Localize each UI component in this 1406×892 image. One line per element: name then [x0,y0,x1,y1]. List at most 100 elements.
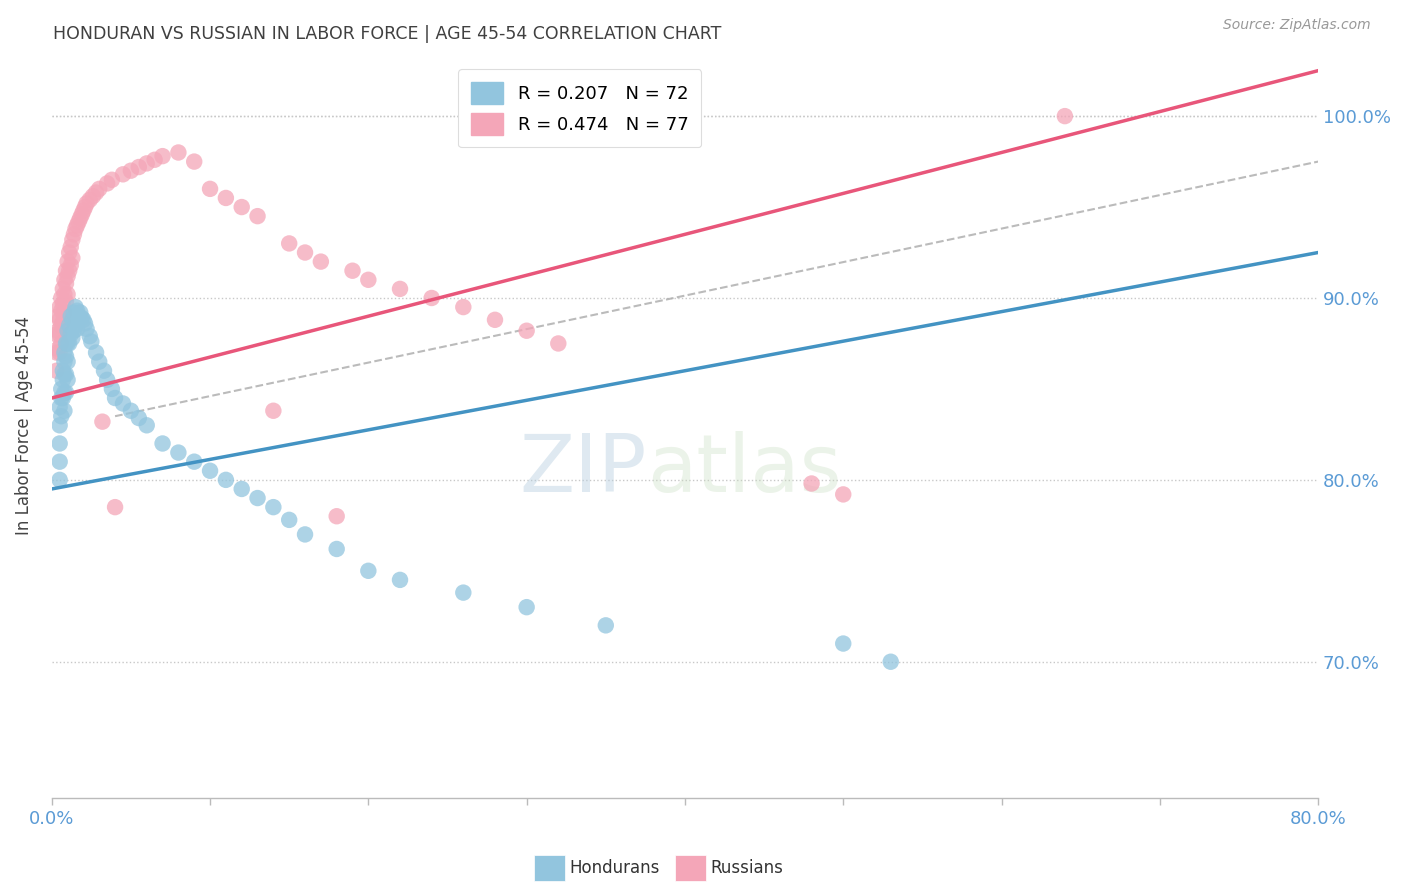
Point [70,207,93,221]
Point [48,400,70,414]
Point [58,336,80,351]
Point [56,324,79,338]
Point [120,163,142,178]
Point [52,373,75,387]
Point [52,364,75,378]
Point [342,263,364,277]
Point [111,167,134,181]
Point [52,282,75,296]
Point [294,245,316,260]
Point [60,233,83,247]
Point [167,445,190,459]
Point [56,354,79,368]
Point [215,473,238,487]
Point [231,482,253,496]
Point [45,345,67,359]
Point [55,336,77,351]
Point [880,655,903,669]
Point [111,396,134,410]
Point [60,331,83,345]
Point [66,219,89,233]
Point [51,409,73,424]
Point [46,324,69,338]
Point [58,263,80,277]
Point [453,585,475,599]
Point [63,324,86,338]
Point [104,500,127,515]
Point [56,269,79,284]
Point [48,345,70,359]
Point [309,254,332,268]
Point [69,211,91,225]
Point [51,291,73,305]
Point [547,336,569,351]
Point [800,476,823,491]
Point [73,317,96,331]
Text: Source: ZipAtlas.com: Source: ZipAtlas.com [1223,18,1371,32]
Point [96,373,118,387]
Point [55,263,77,277]
Point [96,177,118,191]
Point [215,191,238,205]
Point [484,313,506,327]
Point [48,473,70,487]
Point [72,203,94,218]
Point [65,318,87,333]
Point [55,277,77,291]
Text: Russians: Russians [710,859,783,877]
Point [55,349,77,363]
Point [278,236,301,251]
Point [52,296,75,310]
Point [152,149,174,163]
Point [65,222,87,236]
Point [246,491,269,505]
Point [52,315,75,329]
Point [67,214,90,228]
Point [53,354,76,368]
Point [45,327,67,342]
Point [1053,109,1076,123]
Point [52,391,75,405]
Point [48,300,70,314]
Point [55,368,77,382]
Point [46,309,69,323]
Text: ZIP: ZIP [520,431,647,509]
Point [55,294,77,309]
Point [58,245,80,260]
Point [325,541,347,556]
Point [231,200,253,214]
Point [595,618,617,632]
Point [66,322,89,336]
Point [832,487,855,501]
Point [69,305,91,319]
Point [56,336,79,351]
Point [79,193,101,207]
Point [420,291,443,305]
Point [60,251,83,265]
Point [70,310,93,325]
Point [51,303,73,318]
Point [45,364,67,378]
Point [832,636,855,650]
Point [262,500,284,515]
Point [65,300,87,314]
Text: HONDURAN VS RUSSIAN IN LABOR FORCE | AGE 45-54 CORRELATION CHART: HONDURAN VS RUSSIAN IN LABOR FORCE | AGE… [53,25,721,43]
Point [53,345,76,359]
Point [262,403,284,417]
Point [51,391,73,405]
Point [82,189,104,203]
Point [48,436,70,450]
Point [53,385,76,400]
Point [89,182,111,196]
Point [73,200,96,214]
Point [89,354,111,368]
Point [48,327,70,342]
Point [48,313,70,327]
Point [79,329,101,343]
Point [56,287,79,301]
Point [59,309,82,323]
Point [46,342,69,356]
Point [246,209,269,223]
Point [56,373,79,387]
Legend: R = 0.207   N = 72, R = 0.474   N = 77: R = 0.207 N = 72, R = 0.474 N = 77 [458,69,702,147]
